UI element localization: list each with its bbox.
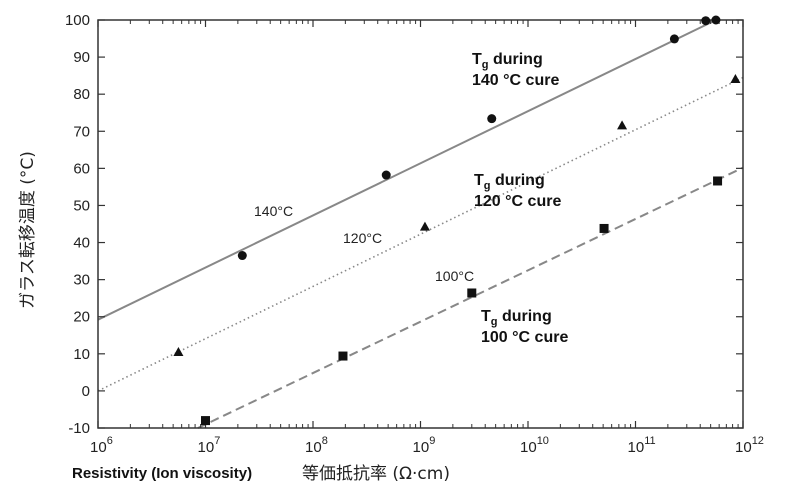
data-point-square — [201, 416, 210, 426]
data-point-square — [599, 223, 609, 233]
data-point-circle — [669, 34, 679, 44]
annotation-cure-120: Tg during 120 °C cure — [474, 172, 561, 210]
series-label-100: 100°C — [435, 268, 474, 284]
y-tick-label: 60 — [73, 160, 90, 177]
y-tick-label: 100 — [65, 12, 90, 29]
plot-frame — [97, 19, 744, 429]
series-labels: 140°C 120°C 100°C — [254, 203, 474, 284]
data-point-circle — [711, 15, 721, 25]
x-tick-label: 107 — [198, 435, 221, 456]
x-axis-label-en: Resistivity (Ion viscosity) — [72, 465, 252, 482]
y-tick-label: 30 — [73, 272, 90, 289]
x-tick-label: 106 — [90, 435, 113, 456]
x-tick-label: 108 — [305, 435, 328, 456]
y-tick-label: 90 — [73, 49, 90, 66]
data-point-triangle — [173, 346, 184, 356]
data-point-triangle — [419, 221, 430, 231]
annotation-cure-100: Tg during 100 °C cure — [481, 308, 568, 346]
data-point-circle — [237, 251, 247, 261]
series-label-120: 120°C — [343, 230, 382, 246]
y-tick-label: 50 — [73, 197, 90, 214]
x-tick-label: 1010 — [520, 435, 549, 456]
data-point-square — [338, 351, 348, 361]
y-tick-label: 70 — [73, 123, 90, 140]
x-tick-label: 1012 — [735, 435, 764, 456]
y-tick-label: 10 — [73, 346, 90, 363]
y-tick-label: 20 — [73, 309, 90, 326]
fit-lines — [97, 19, 744, 429]
data-point-circle — [381, 170, 391, 180]
x-tick-label: 1011 — [628, 435, 656, 456]
tick-marks — [97, 19, 744, 429]
data-markers — [173, 15, 741, 426]
data-point-triangle — [730, 73, 741, 83]
fit-line-140 — [97, 19, 717, 321]
y-tick-label: 0 — [82, 383, 90, 400]
y-tick-label: 80 — [73, 86, 90, 103]
fit-line-100 — [197, 166, 744, 429]
y-tick-label: 40 — [73, 235, 90, 252]
y-tick-label: -10 — [68, 420, 90, 437]
x-axis-label-jp: 等価抵抗率 (Ω·cm) — [302, 464, 450, 484]
annotation-cure-140: Tg during 140 °C cure — [472, 51, 559, 89]
series-label-140: 140°C — [254, 203, 293, 219]
data-point-triangle — [617, 120, 628, 130]
x-tick-labels: 106 107 108 109 1010 1011 1012 — [90, 435, 764, 456]
x-tick-label: 109 — [413, 435, 436, 456]
y-tick-labels: -10 0 10 20 30 40 50 60 70 80 90 100 — [65, 12, 90, 437]
y-axis-label: ガラス転移温度 (°C) — [18, 151, 38, 309]
fit-line-120 — [97, 76, 744, 392]
data-point-square — [467, 288, 477, 298]
data-point-square — [713, 176, 723, 186]
data-point-circle — [487, 114, 497, 124]
data-point-circle — [701, 16, 711, 26]
